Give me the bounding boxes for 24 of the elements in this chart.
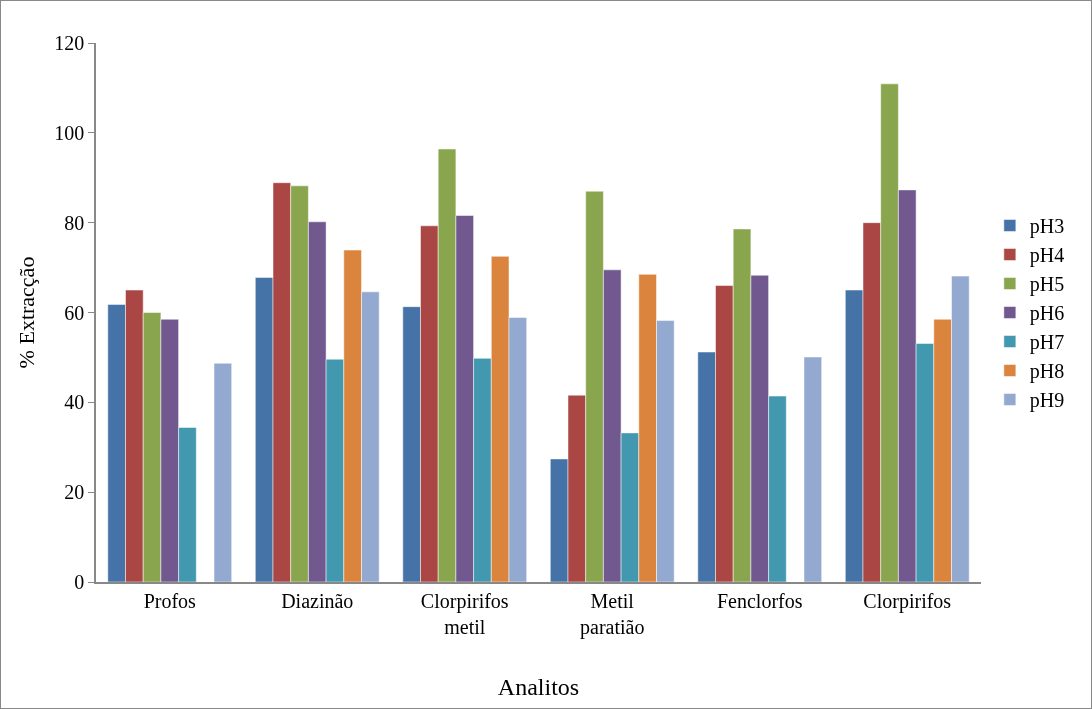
y-tick-label: 80 (64, 211, 85, 234)
legend-label: pH5 (1029, 273, 1065, 297)
x-tick-label: Diazinão (281, 589, 354, 612)
x-tick-label: Clorpirifos (863, 589, 952, 613)
x-axis-title: Analitos (497, 673, 580, 700)
legend-label: pH3 (1029, 215, 1065, 239)
bar (213, 363, 232, 582)
y-axis-title: % Extracção (13, 256, 39, 369)
y-tick-label: 40 (64, 391, 85, 414)
y-tick-label: 0 (74, 571, 85, 593)
bar (803, 356, 822, 582)
legend-label: pH4 (1029, 244, 1065, 268)
y-tick-label: 100 (54, 121, 85, 144)
x-tick-label: Fenclorfos (716, 589, 803, 612)
x-tick-label: Profos (143, 589, 197, 612)
y-tick-label: 120 (54, 32, 85, 54)
legend-label: pH7 (1029, 331, 1065, 355)
legend-label: pH9 (1029, 389, 1065, 413)
y-tick-label: 60 (64, 301, 85, 324)
legend-label: pH6 (1029, 302, 1065, 326)
legend-label: pH8 (1029, 360, 1065, 384)
x-tick-label: Metil paratião (580, 589, 645, 639)
y-tick-label: 20 (64, 481, 85, 504)
x-tick-label: Clorpirifos metil (420, 589, 509, 638)
